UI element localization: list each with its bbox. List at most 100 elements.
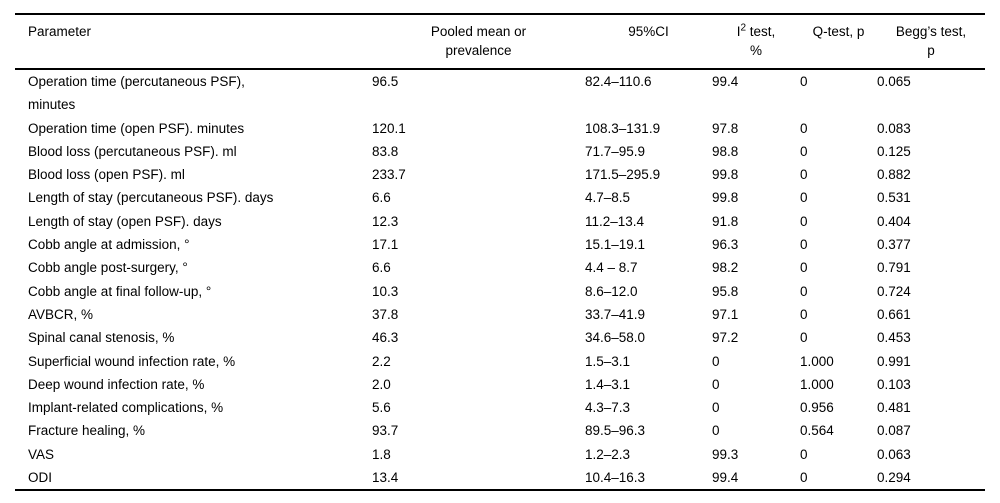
table-row: Spinal canal stenosis, % 46.3 34.6–58.0 … (15, 326, 985, 349)
cell-pooled: 6.6 (372, 190, 391, 206)
col-header-parameter: Parameter (15, 14, 372, 70)
cell-parameter: Spinal canal stenosis, % (28, 330, 175, 346)
table-row: Deep wound infection rate, % 2.0 1.4–3.1… (15, 373, 985, 396)
col-header-beggs-test: Begg’s test, p (877, 14, 985, 70)
cell-ci: 4.3–7.3 (585, 400, 631, 416)
superscript-2: 2 (740, 22, 747, 34)
cell-i2: 98.8 (712, 143, 739, 159)
cell-q: 0 (800, 283, 808, 299)
cell-parameter: Implant-related complications, % (28, 400, 224, 416)
meta-analysis-table-wrap: Parameter Pooled mean or prevalence 95%C… (15, 13, 985, 492)
cell-parameter: Cobb angle post-surgery, ° (28, 260, 188, 276)
header-label: Q-test, p (812, 24, 865, 39)
cell-begg: 0.087 (877, 423, 911, 439)
cell-i2: 95.8 (712, 283, 739, 299)
cell-i2: 99.4 (712, 74, 739, 89)
table-row: Fracture healing, % 93.7 89.5–96.3 0 0.5… (15, 419, 985, 442)
table-row: Operation time (percutaneous PSF), minut… (15, 69, 985, 117)
table-row: ODI 13.4 10.4–16.3 99.4 0 0.294 (15, 466, 985, 490)
cell-pooled: 93.7 (372, 423, 399, 439)
cell-q: 1.000 (800, 376, 834, 392)
cell-ci: 89.5–96.3 (585, 423, 646, 439)
table-row: Cobb angle at admission, ° 17.1 15.1–19.… (15, 233, 985, 256)
header-label-line1: Pooled mean or (430, 24, 527, 39)
cell-q: 0 (800, 470, 808, 486)
cell-i2: 99.4 (712, 470, 739, 486)
cell-ci: 34.6–58.0 (585, 330, 646, 346)
cell-pooled: 2.0 (372, 376, 391, 392)
table-row: Cobb angle at final follow-up, ° 10.3 8.… (15, 280, 985, 303)
cell-begg: 0.453 (877, 330, 911, 346)
table-row: Blood loss (open PSF). ml 233.7 171.5–29… (15, 163, 985, 186)
table-row: Length of stay (percutaneous PSF). days … (15, 186, 985, 209)
cell-ci: 1.5–3.1 (585, 353, 631, 369)
cell-q: 0 (800, 237, 808, 253)
cell-begg: 0.724 (877, 283, 911, 299)
cell-q: 0 (800, 213, 808, 229)
cell-parameter: Superficial wound infection rate, % (28, 353, 236, 369)
cell-i2: 0 (712, 376, 720, 392)
cell-pooled: 2.2 (372, 353, 391, 369)
header-label-line1: I2 test, (736, 22, 776, 39)
col-header-pooled-mean: Pooled mean or prevalence (372, 14, 585, 70)
table-row: Blood loss (percutaneous PSF). ml 83.8 7… (15, 140, 985, 163)
cell-ci: 82.4–110.6 (585, 74, 652, 89)
cell-ci: 1.2–2.3 (585, 446, 631, 462)
cell-parameter: Length of stay (percutaneous PSF). days (28, 190, 274, 206)
cell-pooled: 233.7 (372, 167, 406, 183)
cell-i2: 0 (712, 400, 720, 416)
cell-ci: 10.4–16.3 (585, 470, 646, 486)
cell-pooled: 5.6 (372, 400, 391, 416)
cell-ci: 171.5–295.9 (585, 167, 661, 183)
col-header-q-test: Q-test, p (800, 14, 877, 70)
cell-pooled: 83.8 (372, 143, 399, 159)
cell-begg: 0.125 (877, 143, 911, 159)
col-header-i2-test: I2 test, % (712, 14, 800, 70)
cell-q: 0 (800, 446, 808, 462)
table-row: Operation time (open PSF). minutes 120.1… (15, 117, 985, 140)
cell-parameter: ODI (28, 470, 53, 486)
header-label: Parameter (28, 24, 92, 39)
header-label-line2: prevalence (445, 43, 512, 58)
cell-i2: 97.2 (712, 330, 739, 346)
cell-q: 0 (800, 260, 808, 276)
cell-q: 0 (800, 306, 808, 322)
cell-pooled: 10.3 (372, 283, 399, 299)
cell-pooled: 37.8 (372, 306, 399, 322)
cell-pooled: 17.1 (372, 237, 399, 253)
cell-begg: 0.791 (877, 260, 911, 276)
cell-ci: 1.4–3.1 (585, 376, 631, 392)
cell-parameter: Cobb angle at final follow-up, ° (28, 283, 212, 299)
table-row: Superficial wound infection rate, % 2.2 … (15, 350, 985, 373)
cell-i2: 0 (712, 423, 720, 439)
cell-pooled: 1.8 (372, 446, 391, 462)
cell-begg: 0.481 (877, 400, 911, 416)
cell-q: 0 (800, 74, 808, 89)
cell-ci: 8.6–12.0 (585, 283, 638, 299)
cell-begg: 0.294 (877, 470, 911, 486)
cell-parameter: Length of stay (open PSF). days (28, 213, 222, 229)
cell-q: 0 (800, 143, 808, 159)
table-row: VAS 1.8 1.2–2.3 99.3 0 0.063 (15, 443, 985, 466)
header-label-line2: % (749, 43, 762, 58)
cell-begg: 0.531 (877, 190, 911, 206)
cell-begg: 0.083 (877, 120, 911, 136)
cell-i2: 0 (712, 353, 720, 369)
table-body: Operation time (percutaneous PSF), minut… (15, 69, 985, 490)
cell-begg: 0.882 (877, 167, 911, 183)
cell-ci: 33.7–41.9 (585, 306, 646, 322)
cell-begg: 0.991 (877, 353, 911, 369)
meta-analysis-results-table: Parameter Pooled mean or prevalence 95%C… (15, 13, 985, 492)
cell-i2: 99.8 (712, 167, 739, 183)
cell-ci: 71.7–95.9 (585, 143, 646, 159)
cell-begg: 0.065 (877, 74, 911, 89)
table-row: Implant-related complications, % 5.6 4.3… (15, 396, 985, 419)
cell-i2: 98.2 (712, 260, 739, 276)
table-row: Length of stay (open PSF). days 12.3 11.… (15, 210, 985, 233)
cell-q: 0 (800, 330, 808, 346)
table-row: Cobb angle post-surgery, ° 6.6 4.4 – 8.7… (15, 256, 985, 279)
table-row: AVBCR, % 37.8 33.7–41.9 97.1 0 0.661 (15, 303, 985, 326)
cell-q: 0 (800, 167, 808, 183)
cell-parameter: AVBCR, % (28, 306, 94, 322)
cell-q: 0.564 (800, 423, 834, 439)
